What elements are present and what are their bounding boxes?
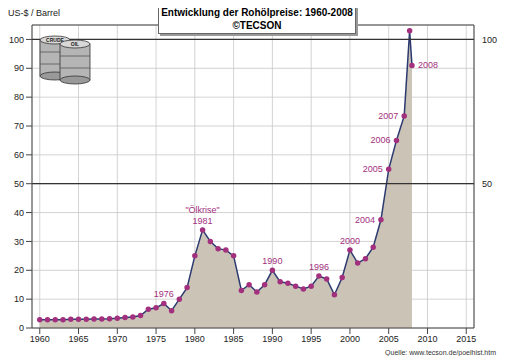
svg-text:80: 80	[14, 92, 24, 102]
svg-text:1975: 1975	[146, 334, 166, 344]
svg-text:2005: 2005	[379, 334, 399, 344]
svg-text:100: 100	[9, 35, 24, 45]
svg-text:OIL: OIL	[71, 41, 79, 47]
svg-text:2006: 2006	[370, 135, 390, 145]
svg-text:2010: 2010	[417, 334, 437, 344]
svg-text:"Ölkrise": "Ölkrise"	[185, 205, 219, 215]
svg-text:40: 40	[14, 208, 24, 218]
svg-text:2005: 2005	[363, 164, 383, 174]
svg-text:2004: 2004	[355, 215, 375, 225]
svg-text:1996: 1996	[309, 262, 329, 272]
svg-text:20: 20	[14, 265, 24, 275]
svg-text:100: 100	[482, 35, 497, 45]
html-text:Quelle: www.tecson.de/poelhist: Quelle: www.tecson.de/poelhist.htm	[385, 349, 496, 356]
svg-text:60: 60	[14, 150, 24, 160]
svg-text:1985: 1985	[224, 334, 244, 344]
html-text:US-$ / Barrel: US-$ / Barrel	[8, 8, 60, 18]
svg-text:1990: 1990	[262, 334, 282, 344]
svg-text:1995: 1995	[301, 334, 321, 344]
svg-text:70: 70	[14, 121, 24, 131]
html-text:Entwicklung der Rohölpreise: 1: Entwicklung der Rohölpreise: 1960-2008	[161, 7, 353, 18]
svg-text:1976: 1976	[154, 289, 174, 299]
html-text:©TECSON: ©TECSON	[232, 20, 282, 31]
svg-text:50: 50	[14, 179, 24, 189]
svg-text:2007: 2007	[378, 111, 398, 121]
svg-text:0: 0	[19, 323, 24, 333]
svg-text:30: 30	[14, 237, 24, 247]
svg-text:50: 50	[482, 179, 492, 189]
svg-text:1990: 1990	[262, 256, 282, 266]
svg-text:CRUDE: CRUDE	[46, 37, 64, 43]
svg-text:10: 10	[14, 294, 24, 304]
svg-text:1965: 1965	[69, 334, 89, 344]
svg-text:2015: 2015	[456, 334, 476, 344]
svg-text:2000: 2000	[340, 236, 360, 246]
svg-text:2000: 2000	[340, 334, 360, 344]
svg-text:1970: 1970	[107, 334, 127, 344]
svg-text:2008: 2008	[418, 60, 438, 70]
svg-text:90: 90	[14, 63, 24, 73]
svg-text:1981: 1981	[193, 216, 213, 226]
svg-text:1960: 1960	[30, 334, 50, 344]
svg-text:1980: 1980	[185, 334, 205, 344]
